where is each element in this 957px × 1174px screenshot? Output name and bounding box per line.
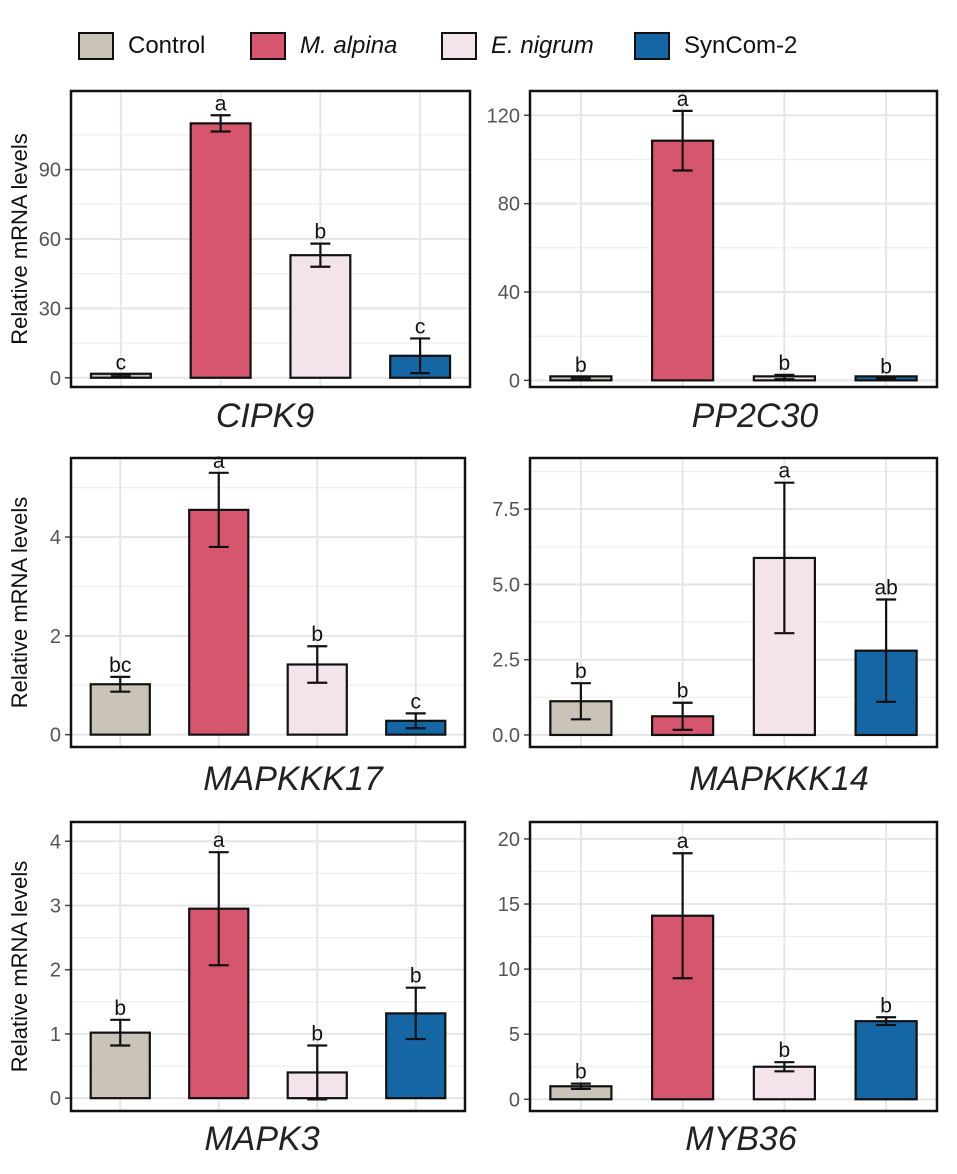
significance-letter: a [779, 460, 791, 483]
panel-2-frame [528, 89, 939, 389]
significance-letter: a [677, 830, 689, 853]
gene-title: MYB36 [685, 1120, 797, 1158]
significance-letter: a [215, 92, 227, 115]
y-tick-label: 5.0 [492, 574, 520, 596]
significance-letter: b [575, 660, 587, 683]
gene-title: MAPK3 [204, 1120, 319, 1158]
bar-m-alpina [650, 139, 715, 382]
significance-letter: b [311, 1022, 323, 1045]
significance-letter: b [779, 1039, 791, 1062]
legend-item-m-alpina: M. alpina [250, 32, 397, 60]
y-tick-label: 0 [50, 725, 61, 747]
legend-item-e-nigrum: E. nigrum [441, 32, 594, 60]
significance-letter: bc [109, 654, 131, 677]
y-tick-label: 5 [509, 1024, 520, 1046]
y-tick-label: 80 [498, 194, 520, 216]
y-axis-label: Relative mRNA levels [7, 861, 32, 1073]
significance-letter: a [213, 450, 225, 473]
panel-2-background [530, 91, 937, 387]
legend-swatch-control [78, 32, 114, 60]
y-tick-label: 0 [509, 1089, 520, 1111]
y-tick-label: 0.0 [492, 725, 520, 747]
significance-letter: c [116, 351, 127, 374]
gene-title: MAPKKK14 [689, 760, 869, 798]
bar-e-nigrum [289, 254, 352, 379]
y-tick-label: 2 [50, 626, 61, 648]
y-tick-label: 15 [498, 894, 520, 916]
significance-letter: b [311, 623, 323, 646]
legend-swatch-e-nigrum [441, 32, 477, 60]
y-tick-label: 3 [50, 895, 61, 917]
y-axis-label: Relative mRNA levels [7, 497, 32, 709]
y-tick-label: 90 [39, 160, 61, 182]
significance-letter: b [880, 356, 892, 379]
y-axis-label: Relative mRNA levels [7, 133, 32, 345]
y-tick-label: 4 [50, 527, 61, 549]
significance-letter: a [213, 829, 225, 852]
panel-1-frame [69, 89, 472, 389]
significance-letter: b [114, 997, 126, 1020]
significance-letter: a [677, 88, 689, 111]
bar-m-alpina [189, 122, 252, 379]
significance-letter: c [411, 690, 422, 713]
y-tick-label: 120 [487, 105, 520, 127]
panel-5-frame [69, 820, 467, 1113]
legend-label-control: Control [128, 32, 206, 59]
y-tick-label: 60 [39, 229, 61, 251]
y-tick-label: 2 [50, 960, 61, 982]
y-tick-label: 4 [50, 831, 61, 853]
legend-item-syncom-2: SynCom-2 [634, 32, 797, 60]
significance-letter: b [575, 354, 587, 377]
significance-letter: b [410, 965, 422, 988]
legend-swatch-syncom-2 [634, 32, 670, 60]
y-tick-label: 0 [509, 370, 520, 392]
panel-4-frame [528, 456, 939, 749]
significance-letter: ab [874, 576, 897, 599]
y-tick-label: 2.5 [492, 650, 520, 672]
significance-letter: b [779, 352, 791, 375]
legend-swatch-m-alpina [250, 32, 286, 60]
significance-letter: b [880, 994, 892, 1017]
legend-label-m-alpina: M. alpina [300, 32, 398, 59]
panel-3-frame [69, 456, 467, 749]
legend-item-control: Control [78, 32, 205, 60]
legend-label-e-nigrum: E. nigrum [491, 32, 594, 59]
legend: Control M. alpina E. nigrum SynCom-2 [0, 26, 957, 70]
gene-title: MAPKKK17 [203, 760, 384, 798]
y-tick-label: 30 [39, 298, 61, 320]
significance-letter: b [575, 1061, 587, 1084]
y-tick-label: 0 [50, 1088, 61, 1110]
legend-label-syncom-2: SynCom-2 [684, 32, 798, 59]
gene-title: PP2C30 [692, 397, 819, 435]
y-tick-label: 20 [498, 829, 520, 851]
y-tick-label: 10 [498, 959, 520, 981]
significance-letter: c [415, 315, 426, 338]
y-tick-label: 7.5 [492, 499, 520, 521]
y-tick-label: 40 [498, 282, 520, 304]
y-tick-label: 1 [50, 1024, 61, 1046]
significance-letter: b [677, 680, 689, 703]
y-tick-label: 0 [50, 368, 61, 390]
bar-syncom-2 [854, 1020, 918, 1101]
significance-letter: b [315, 221, 327, 244]
gene-title: CIPK9 [216, 397, 314, 435]
panel-6-frame [528, 820, 939, 1113]
